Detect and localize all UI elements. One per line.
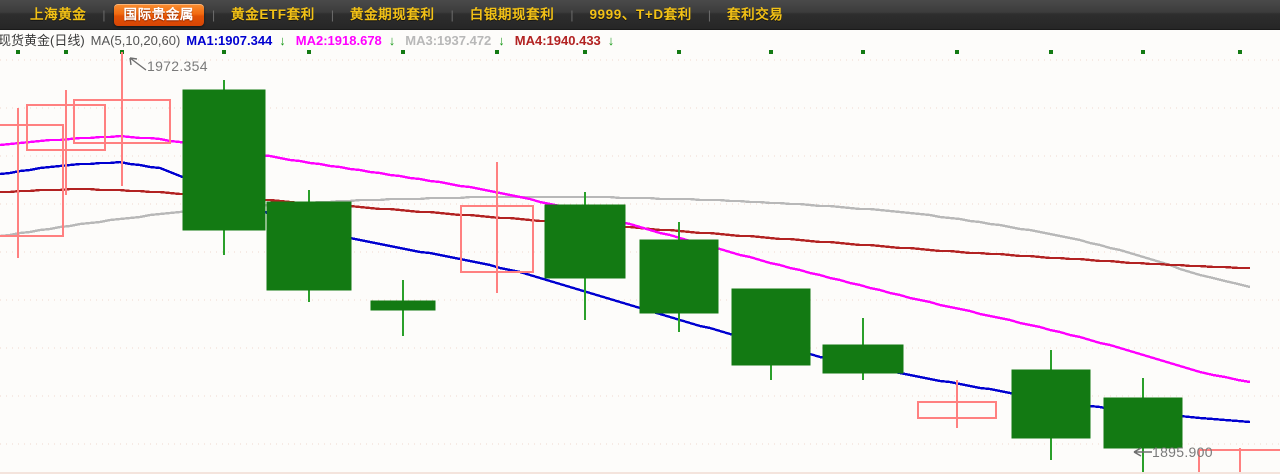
nav-item-2[interactable]: 黄金ETF套利 <box>231 6 315 22</box>
candle-7 <box>544 192 626 320</box>
nav-item-1[interactable]: 国际贵金属 <box>113 3 205 26</box>
candlestick-chart-plot[interactable]: 1972.354 1895.900 <box>0 50 1280 474</box>
indicator-legend: 现货黄金(日线) MA(5,10,20,60) MA1:1907.344 ↓ M… <box>0 31 1280 50</box>
candle-4 <box>266 190 352 302</box>
candle-0 <box>0 108 64 258</box>
ma3-down-arrow-icon: ↓ <box>498 33 505 48</box>
ma1-down-arrow-icon: ↓ <box>279 33 286 48</box>
top-navigation-bar: 上海黄金 | 国际贵金属 | 黄金ETF套利 | 黄金期现套利 | 白银期现套利 | 9999、T+… <box>0 0 1280 30</box>
candle-5 <box>370 280 436 336</box>
top-tick-marks <box>16 50 1242 54</box>
candle-8 <box>639 222 719 332</box>
nav-separator: | <box>450 7 454 22</box>
high-price-label: 1972.354 <box>147 58 208 74</box>
candle-12 <box>1011 350 1091 460</box>
nav-separator: | <box>102 7 106 22</box>
candle-1 <box>26 90 106 195</box>
legend-ma3-value: MA3:1937.472 <box>405 33 492 48</box>
candle-14 <box>1198 448 1280 472</box>
legend-instrument-label: 现货黄金(日线) <box>0 33 85 48</box>
low-price-label: 1895.900 <box>1152 444 1213 460</box>
candle-11 <box>917 380 997 428</box>
nav-item-4[interactable]: 白银期现套利 <box>469 6 555 22</box>
nav-item-6[interactable]: 套利交易 <box>727 6 784 22</box>
legend-ma1-value: MA1:1907.344 <box>186 33 273 48</box>
legend-ma4-value: MA4:1940.433 <box>514 33 601 48</box>
legend-ma2-value: MA2:1918.678 <box>295 33 382 48</box>
candle-2 <box>73 52 171 186</box>
price-pointer-arrows <box>129 57 1152 457</box>
candle-10 <box>822 318 904 380</box>
nav-separator: | <box>707 7 711 22</box>
candle-3 <box>182 80 266 255</box>
nav-item-0[interactable]: 上海黄金 <box>30 6 87 22</box>
ma2-down-arrow-icon: ↓ <box>388 33 396 48</box>
nav-item-3[interactable]: 黄金期现套利 <box>349 6 435 22</box>
nav-separator: | <box>330 7 334 22</box>
candle-6 <box>460 162 534 293</box>
candlestick-series <box>0 52 1280 472</box>
candle-9 <box>731 288 811 380</box>
nav-separator: | <box>570 7 574 22</box>
candle-13 <box>1103 378 1183 472</box>
ma4-down-arrow-icon: ↓ <box>607 33 615 48</box>
nav-separator: | <box>212 7 216 22</box>
nav-item-5[interactable]: 9999、T+D套利 <box>589 6 692 22</box>
chart-canvas <box>0 50 1280 472</box>
legend-ma-params: MA(5,10,20,60) <box>90 33 181 48</box>
